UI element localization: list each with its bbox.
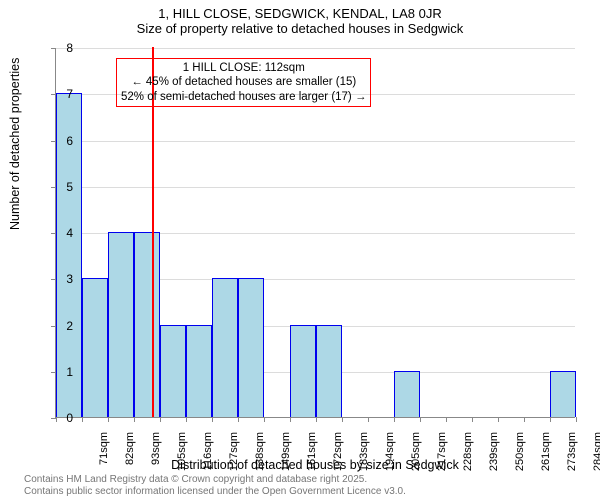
x-tick-label: 261sqm <box>540 432 552 477</box>
histogram-bar <box>316 325 342 418</box>
x-tick-label: 217sqm <box>436 432 448 477</box>
x-tick <box>550 417 551 422</box>
y-tick-label: 5 <box>53 180 73 194</box>
histogram-bar <box>238 278 264 417</box>
y-axis-label: Number of detached properties <box>8 58 22 230</box>
x-tick <box>186 417 187 422</box>
x-tick-label: 71sqm <box>98 432 110 477</box>
x-tick <box>472 417 473 422</box>
x-tick-label: 273sqm <box>566 432 578 477</box>
x-tick <box>264 417 265 422</box>
x-tick <box>576 417 577 422</box>
grid-line <box>56 187 575 188</box>
x-tick <box>134 417 135 422</box>
x-tick-label: 194sqm <box>384 432 396 477</box>
title-subtitle: Size of property relative to detached ho… <box>0 21 600 36</box>
y-tick-label: 4 <box>53 226 73 240</box>
histogram-bar <box>134 232 160 417</box>
x-tick <box>108 417 109 422</box>
histogram-bar <box>290 325 316 418</box>
x-tick-label: 284sqm <box>592 432 600 477</box>
title-address: 1, HILL CLOSE, SEDGWICK, KENDAL, LA8 0JR <box>0 6 600 21</box>
grid-line <box>56 141 575 142</box>
y-tick-label: 3 <box>53 272 73 286</box>
callout-line3: 52% of semi-detached houses are larger (… <box>121 90 366 104</box>
x-tick-label: 250sqm <box>514 432 526 477</box>
x-tick-label: 161sqm <box>306 432 318 477</box>
x-tick-label: 172sqm <box>332 432 344 477</box>
x-tick <box>342 417 343 422</box>
x-tick-label: 105sqm <box>176 432 188 477</box>
x-tick-label: 138sqm <box>254 432 266 477</box>
x-tick-label: 228sqm <box>462 432 474 477</box>
marker-callout: 1 HILL CLOSE: 112sqm ← 45% of detached h… <box>116 58 371 107</box>
x-tick <box>420 417 421 422</box>
x-tick <box>160 417 161 422</box>
y-tick-label: 6 <box>53 134 73 148</box>
x-tick <box>446 417 447 422</box>
y-tick-label: 8 <box>53 41 73 55</box>
y-tick-label: 0 <box>53 411 73 425</box>
x-tick <box>524 417 525 422</box>
x-tick-label: 93sqm <box>150 432 162 477</box>
x-tick-label: 205sqm <box>410 432 422 477</box>
footer-attribution: Contains HM Land Registry data © Crown c… <box>24 474 406 498</box>
x-tick-label: 116sqm <box>202 432 214 477</box>
x-tick <box>238 417 239 422</box>
callout-line1: 1 HILL CLOSE: 112sqm <box>121 61 366 75</box>
x-tick-label: 149sqm <box>280 432 292 477</box>
x-tick <box>394 417 395 422</box>
chart-title-block: 1, HILL CLOSE, SEDGWICK, KENDAL, LA8 0JR… <box>0 0 600 36</box>
x-tick <box>368 417 369 422</box>
x-tick <box>212 417 213 422</box>
y-tick-label: 2 <box>53 319 73 333</box>
x-tick-label: 82sqm <box>124 432 136 477</box>
x-tick-label: 183sqm <box>358 432 370 477</box>
y-tick-label: 1 <box>53 365 73 379</box>
histogram-bar <box>82 278 108 417</box>
histogram-bar <box>550 371 576 417</box>
footer-line1: Contains HM Land Registry data © Crown c… <box>24 474 406 486</box>
histogram-bar <box>394 371 420 417</box>
x-tick <box>316 417 317 422</box>
histogram-bar <box>212 278 238 417</box>
x-tick <box>82 417 83 422</box>
plot-area: 1 HILL CLOSE: 112sqm ← 45% of detached h… <box>55 48 575 418</box>
histogram-bar <box>186 325 212 418</box>
x-tick <box>290 417 291 422</box>
y-tick-label: 7 <box>53 87 73 101</box>
callout-line2: ← 45% of detached houses are smaller (15… <box>121 75 366 89</box>
x-tick-label: 239sqm <box>488 432 500 477</box>
chart-container: 1, HILL CLOSE, SEDGWICK, KENDAL, LA8 0JR… <box>0 0 600 500</box>
grid-line <box>56 48 575 49</box>
x-tick-label: 127sqm <box>228 432 240 477</box>
x-tick <box>498 417 499 422</box>
footer-line2: Contains public sector information licen… <box>24 486 406 498</box>
histogram-bar <box>160 325 186 418</box>
histogram-bar <box>108 232 134 417</box>
